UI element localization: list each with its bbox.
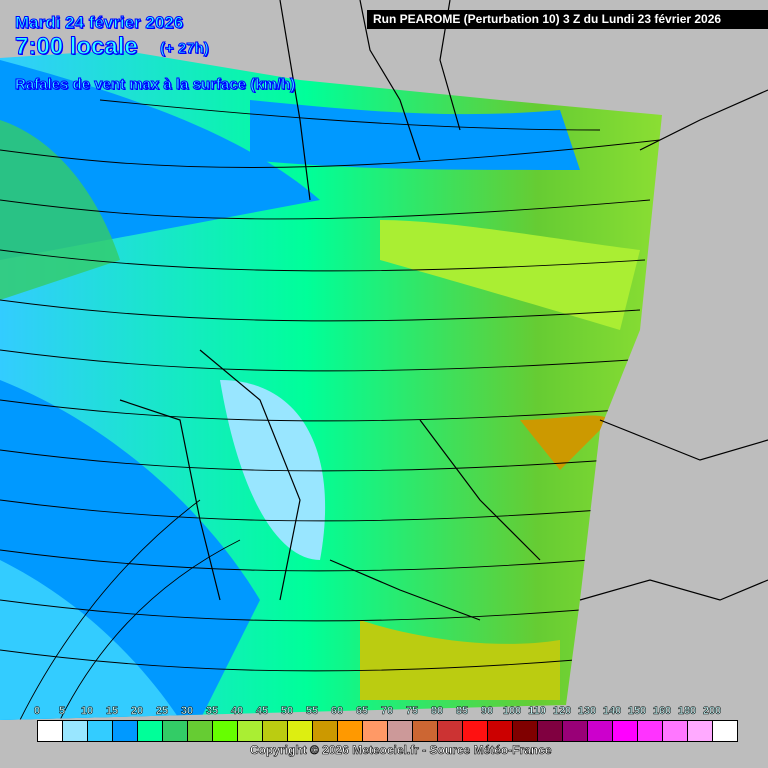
legend-swatch [538,721,563,741]
legend-label: 65 [355,705,369,718]
legend-label: 110 [528,705,546,718]
legend-swatch [88,721,113,741]
legend-label: 120 [552,705,572,718]
legend-swatch [263,721,288,741]
legend-swatch [388,721,413,741]
legend-label: 60 [330,705,344,718]
legend-label: 180 [677,705,697,718]
legend-swatch [288,721,313,741]
lead-time: (+ 27h) [160,40,210,58]
legend-swatch [413,721,438,741]
legend-swatch [638,721,663,741]
run-info: Run PEAROME (Perturbation 10) 3 Z du Lun… [367,10,768,29]
legend-swatch [113,721,138,741]
color-legend [37,720,738,742]
forecast-date: Mardi 24 février 2026 [14,13,184,33]
legend-swatch [588,721,613,741]
legend-label: 80 [430,705,444,718]
legend-label: 5 [58,705,66,718]
legend-label: 15 [105,705,119,718]
legend-swatch [188,721,213,741]
legend-swatch [338,721,363,741]
legend-label: 30 [180,705,194,718]
legend-swatch [313,721,338,741]
legend-swatch [463,721,488,741]
legend-label: 40 [230,705,244,718]
legend-label: 130 [577,705,597,718]
legend-label: 45 [255,705,269,718]
legend-swatch [713,721,737,741]
parameter-title: Rafales de vent max à la surface (km/h) [14,76,296,94]
legend-label: 25 [155,705,169,718]
legend-swatch [613,721,638,741]
legend-label: 160 [652,705,672,718]
legend-label: 55 [305,705,319,718]
streamlines [0,99,661,720]
legend-label: 90 [480,705,494,718]
legend-swatch [488,721,513,741]
legend-label: 70 [380,705,394,718]
legend-swatch [663,721,688,741]
legend-swatch [563,721,588,741]
legend-swatch [363,721,388,741]
legend-swatch [163,721,188,741]
legend-label: 10 [80,705,94,718]
legend-swatch [513,721,538,741]
legend-label: 140 [602,705,622,718]
legend-label: 20 [130,705,144,718]
legend-swatch [63,721,88,741]
legend-labels: 0 5 10 15 20 25 30 35 40 45 50 55 60 65 70 75 80 85 90 100 1… [25,705,745,719]
legend-label: 200 [702,705,722,718]
legend-swatch [38,721,63,741]
legend-label: 0 [33,705,41,718]
legend-swatch [688,721,713,741]
legend-label: 100 [502,705,522,718]
forecast-hour: 7:00 locale [15,33,139,61]
legend-label: 50 [280,705,294,718]
legend-swatch [438,721,463,741]
legend-label: 85 [455,705,469,718]
legend-swatch [238,721,263,741]
borders [119,0,768,621]
legend-label: 35 [205,705,219,718]
legend-swatch [213,721,238,741]
legend-label: 150 [627,705,647,718]
legend-label: 75 [405,705,419,718]
legend-swatch [138,721,163,741]
copyright: Copyright © 2026 Meteociel.fr - Source M… [250,743,552,758]
